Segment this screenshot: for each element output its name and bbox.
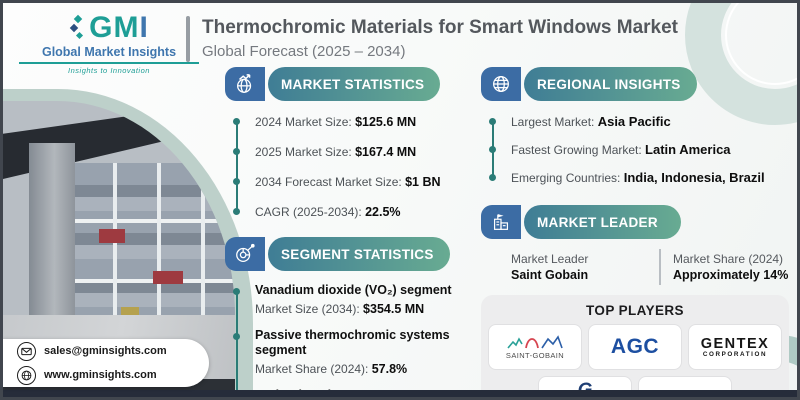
- building-icon: [481, 205, 521, 239]
- player-card-saint-gobain: SAINT-GOBAIN: [488, 324, 582, 370]
- market-leader-header: MARKET LEADER: [481, 205, 795, 239]
- market-leader-title: MARKET LEADER: [524, 205, 681, 239]
- player-card-agc: AGC: [588, 324, 682, 370]
- gmi-diamonds-icon: [69, 14, 84, 40]
- brand-tagline: Insights to Innovation: [68, 66, 150, 75]
- connector-line: [236, 291, 238, 397]
- vertical-divider: [659, 249, 661, 285]
- segment-statistics-header: SEGMENT STATISTICS: [225, 237, 465, 271]
- title-rule: [186, 16, 190, 62]
- leader-share-block: Market Share (2024) Approximately 14%: [661, 252, 795, 282]
- market-statistics-title: MARKET STATISTICS: [268, 67, 441, 101]
- globe-grid-icon: [481, 67, 521, 101]
- leader-name-block: Market Leader Saint Gobain: [481, 252, 659, 282]
- player-name-sub: CORPORATION: [702, 350, 768, 358]
- contact-website[interactable]: www.gminsights.com: [17, 365, 209, 385]
- player-name: GENTEX: [700, 335, 770, 352]
- segment-statistics-list: Vanadium dioxide (VO₂) segment Market Si…: [231, 281, 465, 397]
- list-item: Vanadium dioxide (VO₂) segment Market Si…: [233, 283, 465, 318]
- regional-insights-title: REGIONAL INSIGHTS: [524, 67, 697, 101]
- share-label: Market Share (2024): [673, 252, 784, 266]
- market-leader-details: Market Leader Saint Gobain Market Share …: [481, 249, 795, 285]
- photo-balcony: [99, 229, 125, 243]
- regional-insights-header: REGIONAL INSIGHTS: [481, 67, 795, 101]
- envelope-icon: [17, 341, 36, 361]
- left-column: MARKET STATISTICS 2024 Market Size: $125…: [225, 67, 465, 397]
- title-block: Thermochromic Materials for Smart Window…: [186, 16, 678, 62]
- list-item: Fastest Growing Market: Latin America: [489, 141, 795, 159]
- right-column: REGIONAL INSIGHTS Largest Market: Asia P…: [481, 67, 795, 397]
- gmi-logo: GMI Global Market Insights Insights to I…: [19, 13, 199, 75]
- leader-label: Market Leader: [511, 252, 589, 266]
- brand-full-name: Global Market Insights: [19, 45, 199, 64]
- list-item: CAGR (2025-2034): 22.5%: [233, 203, 465, 221]
- regional-insights-list: Largest Market: Asia Pacific Fastest Gro…: [487, 111, 795, 189]
- list-item: 2034 Forecast Market Size: $1 BN: [233, 173, 465, 191]
- bottom-frame-bar: [3, 390, 797, 397]
- leader-value: Saint Gobain: [511, 268, 589, 282]
- contact-email[interactable]: sales@gminsights.com: [17, 341, 209, 361]
- contact-card: sales@gminsights.com www.gminsights.com: [3, 339, 209, 387]
- contact-website-text: www.gminsights.com: [44, 369, 157, 381]
- gmi-wordmark: GMI: [89, 11, 149, 44]
- player-card-gentex: GENTEX CORPORATION: [688, 324, 782, 370]
- list-item: 2025 Market Size: $167.4 MN: [233, 143, 465, 161]
- page-subtitle: Global Forecast (2025 – 2034): [202, 43, 406, 60]
- player-name: AGC: [610, 335, 660, 358]
- list-item: 2024 Market Size: $125.6 MN: [233, 113, 465, 131]
- list-item: Largest Market: Asia Pacific: [489, 113, 795, 131]
- market-statistics-list: 2024 Market Size: $125.6 MN 2025 Market …: [231, 111, 465, 223]
- saint-gobain-skyline-icon: [507, 335, 563, 349]
- page-title: Thermochromic Materials for Smart Window…: [202, 17, 678, 38]
- contact-email-text: sales@gminsights.com: [44, 345, 167, 357]
- top-players-box: TOP PLAYERS SAINT-GOBAIN AGC GENTEX CORP…: [481, 295, 789, 397]
- globe-icon: [17, 365, 36, 385]
- player-name: SAINT-GOBAIN: [505, 351, 565, 360]
- top-players-title: TOP PLAYERS: [586, 303, 684, 318]
- list-item: Emerging Countries: India, Indonesia, Br…: [489, 169, 795, 187]
- top-players-row-1: SAINT-GOBAIN AGC GENTEX CORPORATION: [488, 324, 782, 370]
- donut-chart-icon: [225, 237, 265, 271]
- globe-chart-icon: [225, 67, 265, 101]
- photo-balcony: [153, 271, 183, 284]
- share-value: Approximately 14%: [673, 268, 789, 282]
- list-item: Passive thermochromic systems segment Ma…: [233, 328, 465, 378]
- segment-statistics-title: SEGMENT STATISTICS: [268, 237, 450, 271]
- connector-line: [236, 121, 238, 213]
- market-statistics-header: MARKET STATISTICS: [225, 67, 465, 101]
